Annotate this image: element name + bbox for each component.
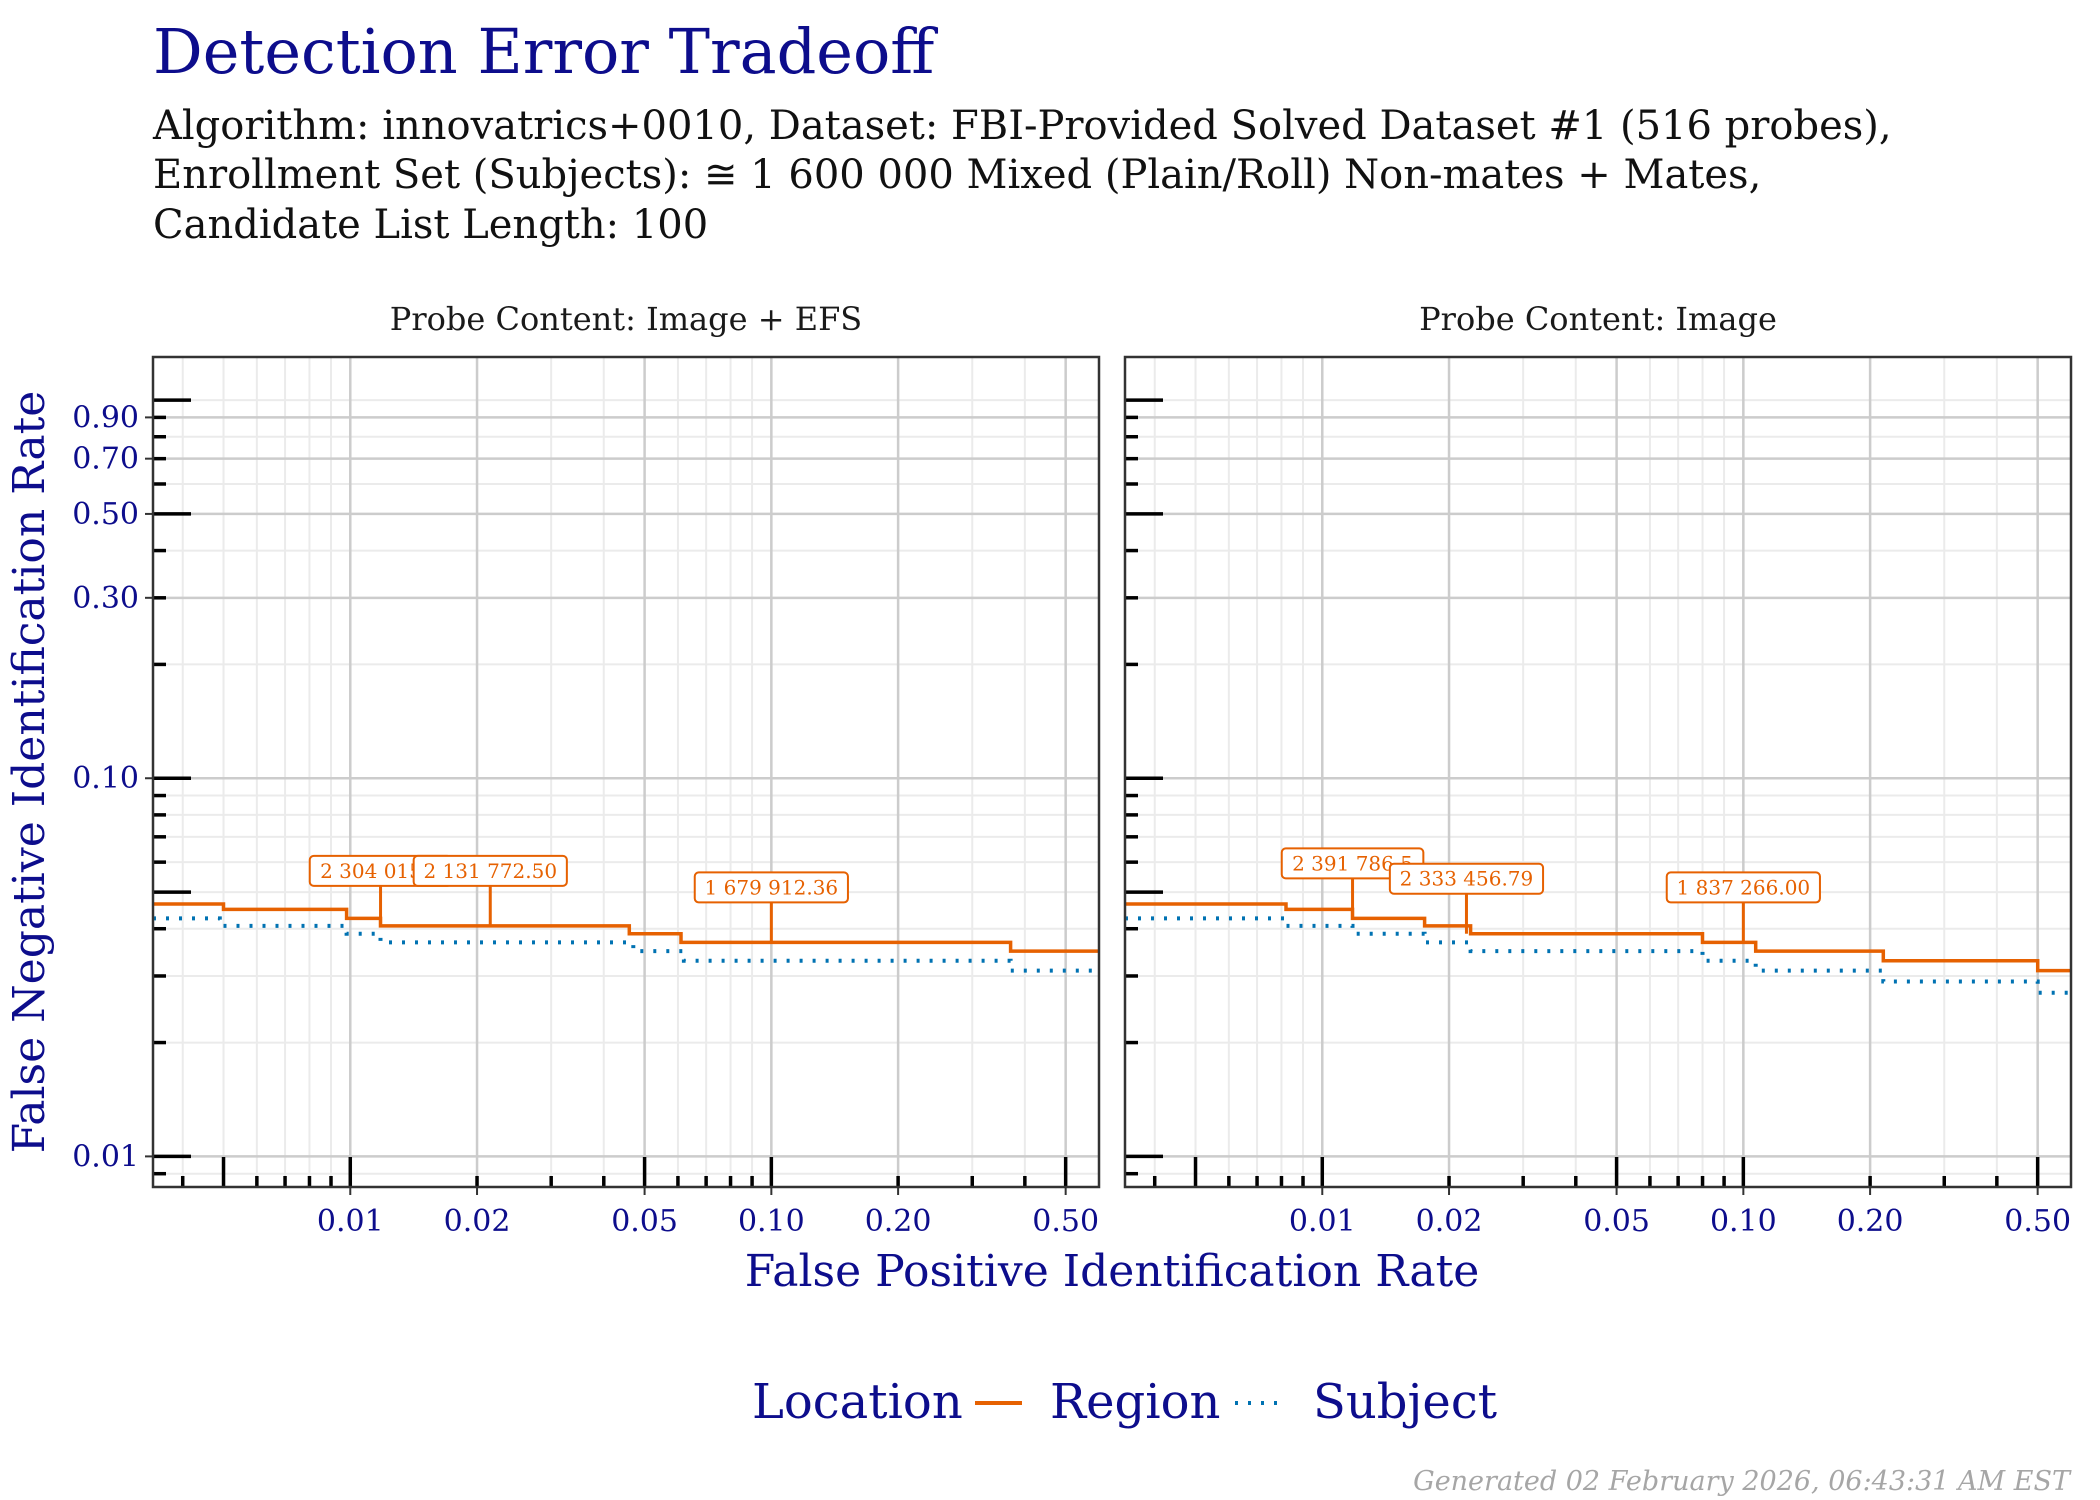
generated-timestamp: Generated 02 February 2026, 06:43:31 AM … <box>1413 1466 2070 1497</box>
legend-title: Location <box>752 1374 963 1430</box>
annotation-text: 1 837 266.00 <box>1677 875 1811 899</box>
legend: Location Region Subject <box>752 1374 1497 1430</box>
chart-title: Detection Error Tradeoff <box>153 15 935 88</box>
chart-subtitle-line-1: Algorithm: innovatrics+0010, Dataset: FB… <box>153 103 1892 149</box>
x-tick-label: 0.02 <box>1416 1204 1483 1239</box>
series-line-subject <box>1125 916 2071 995</box>
annotation-text: 1 679 912.36 <box>705 875 839 899</box>
series-line-region <box>153 902 1099 953</box>
y-tick-label: 0.50 <box>72 497 139 532</box>
x-tick-label: 0.20 <box>865 1204 932 1239</box>
y-tick-label: 0.30 <box>72 581 139 616</box>
y-tick-label: 0.70 <box>72 442 139 477</box>
x-tick-label: 0.20 <box>1837 1204 1904 1239</box>
panel-border <box>1123 355 2073 1189</box>
y-tick-label: 0.10 <box>72 761 139 796</box>
chart-subtitle-line-2: Enrollment Set (Subjects): ≅ 1 600 000 M… <box>153 152 1762 198</box>
series-line-region <box>1125 902 2071 973</box>
legend-label-region: Region <box>1050 1374 1220 1430</box>
x-tick-label: 0.01 <box>1289 1204 1356 1239</box>
x-tick-label: 0.01 <box>317 1204 384 1239</box>
y-tick-label: 0.01 <box>72 1139 139 1174</box>
x-tick-label: 0.05 <box>1583 1204 1650 1239</box>
panel-strip-label: Probe Content: Image + EFS <box>390 300 862 338</box>
series-line-subject <box>153 916 1099 973</box>
threshold-annotation: 2 131 772.50 <box>412 854 568 926</box>
x-tick-label: 0.10 <box>738 1204 805 1239</box>
threshold-annotation: 2 333 456.79 <box>1388 862 1545 934</box>
annotation-text: 2 131 772.50 <box>423 859 557 883</box>
chart-subtitle-line-3: Candidate List Length: 100 <box>153 202 709 248</box>
x-tick-label: 0.10 <box>1710 1204 1777 1239</box>
x-tick-label: 0.02 <box>444 1204 511 1239</box>
x-tick-label: 0.50 <box>2004 1204 2071 1239</box>
threshold-annotation: 1 679 912.36 <box>693 871 849 943</box>
annotation-text: 2 333 456.79 <box>1400 867 1534 891</box>
panel-strip-label: Probe Content: Image <box>1419 300 1777 338</box>
x-tick-label: 0.50 <box>1032 1204 1099 1239</box>
y-tick-label: 0.90 <box>72 400 139 435</box>
x-axis-title: False Positive Identification Rate <box>745 1246 1480 1297</box>
legend-label-subject: Subject <box>1313 1374 1497 1430</box>
x-tick-label: 0.05 <box>611 1204 678 1239</box>
threshold-annotation: 1 837 266.00 <box>1665 871 1821 943</box>
y-axis-title: False Negative Identification Rate <box>4 391 55 1154</box>
panel-border <box>151 355 1101 1189</box>
